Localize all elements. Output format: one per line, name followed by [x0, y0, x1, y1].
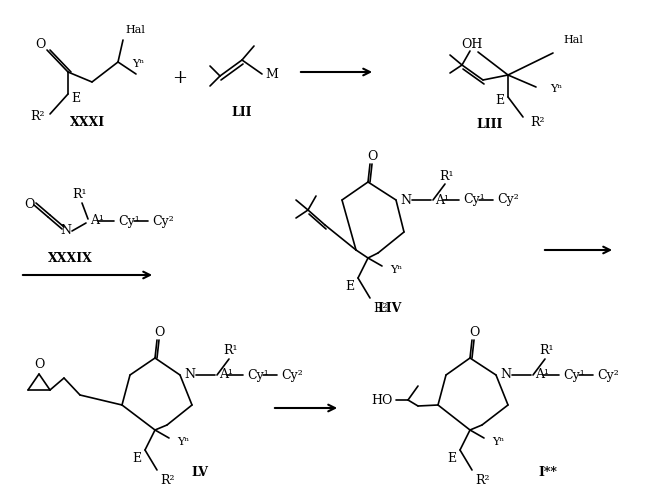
Text: E: E — [495, 94, 505, 108]
Text: E: E — [71, 92, 80, 104]
Text: O: O — [367, 150, 377, 162]
Text: OH: OH — [461, 38, 482, 52]
Text: E: E — [448, 452, 456, 464]
Text: R²: R² — [373, 302, 388, 314]
Text: I**: I** — [538, 466, 558, 479]
Text: Cy¹: Cy¹ — [247, 368, 269, 382]
Text: R²: R² — [160, 474, 175, 486]
Text: Yⁿ: Yⁿ — [132, 59, 144, 69]
Text: R¹: R¹ — [73, 188, 87, 202]
Text: Yⁿ: Yⁿ — [390, 265, 403, 275]
Text: R²: R² — [475, 474, 489, 486]
Text: LII: LII — [232, 106, 252, 118]
Text: Hal: Hal — [125, 25, 145, 35]
Text: HO: HO — [372, 394, 392, 406]
Text: Cy²: Cy² — [597, 368, 619, 382]
Text: N: N — [185, 368, 196, 382]
Text: A¹: A¹ — [435, 194, 449, 206]
Text: Yⁿ: Yⁿ — [550, 84, 562, 94]
Text: Cy¹: Cy¹ — [563, 368, 585, 382]
Text: A¹: A¹ — [535, 368, 549, 382]
Text: O: O — [34, 358, 44, 370]
Text: Yⁿ: Yⁿ — [492, 437, 504, 447]
Text: R²: R² — [31, 110, 45, 124]
Text: A¹: A¹ — [219, 368, 233, 382]
Text: O: O — [24, 198, 34, 211]
Text: N: N — [60, 224, 71, 237]
Text: Cy²: Cy² — [152, 214, 174, 228]
Text: +: + — [173, 69, 187, 87]
Text: M: M — [265, 68, 278, 80]
Text: LIII: LIII — [477, 118, 503, 132]
Text: R¹: R¹ — [540, 344, 554, 358]
Text: E: E — [132, 452, 142, 464]
Text: LIV: LIV — [378, 302, 402, 314]
Text: R¹: R¹ — [439, 170, 454, 182]
Text: R¹: R¹ — [224, 344, 239, 358]
Text: Hal: Hal — [563, 35, 583, 45]
Text: O: O — [35, 38, 45, 52]
Text: N: N — [401, 194, 411, 206]
Text: LV: LV — [192, 466, 208, 479]
Text: Yⁿ: Yⁿ — [177, 437, 190, 447]
Text: Cy¹: Cy¹ — [463, 194, 485, 206]
Text: R²: R² — [530, 116, 544, 130]
Text: XXXIX: XXXIX — [48, 252, 93, 264]
Text: Cy²: Cy² — [497, 194, 519, 206]
Text: O: O — [154, 326, 164, 338]
Text: XXXI: XXXI — [71, 116, 106, 128]
Text: Cy¹: Cy¹ — [118, 214, 140, 228]
Text: A¹: A¹ — [90, 214, 104, 228]
Text: Cy²: Cy² — [281, 368, 303, 382]
Text: E: E — [345, 280, 355, 292]
Text: O: O — [469, 326, 479, 338]
Text: N: N — [501, 368, 511, 382]
